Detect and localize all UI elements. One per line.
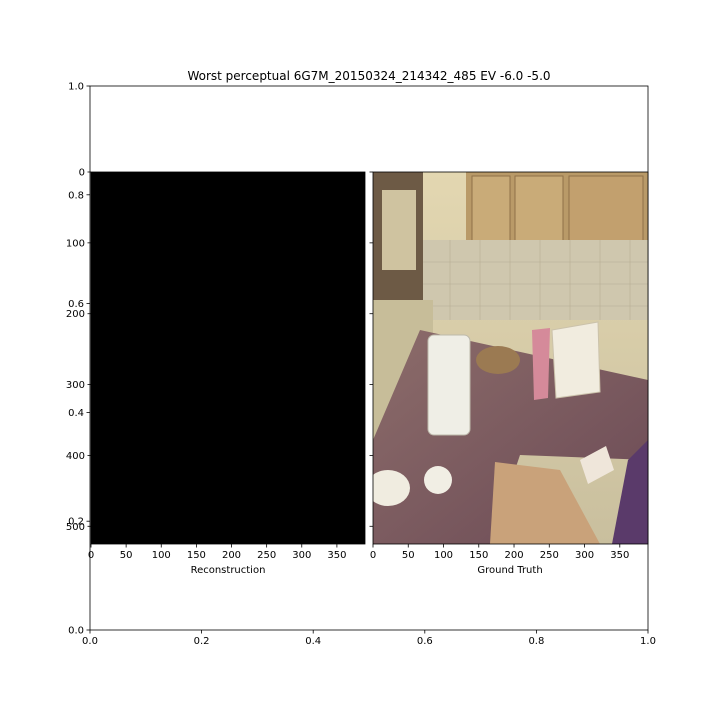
reconstruction-xtick-label: 150 (187, 550, 206, 561)
reconstruction-ytick-label: 200 (66, 309, 85, 320)
reconstruction-x-ticks: 0 50 100 150 200 250 300 350 (88, 544, 346, 561)
ground-truth-panel: 0 50 100 150 200 250 300 350 Ground Truth (369, 171, 649, 576)
reconstruction-xtick-label: 200 (222, 550, 241, 561)
reconstruction-xtick-label: 100 (152, 550, 171, 561)
ground-truth-xtick-label: 250 (540, 550, 559, 561)
ground-truth-xtick-label: 200 (504, 550, 523, 561)
reconstruction-xtick-label: 350 (327, 550, 346, 561)
ground-truth-xtick-label: 0 (370, 550, 376, 561)
reconstruction-ytick-label: 400 (66, 451, 85, 462)
outer-x-ticks: 0.0 0.2 0.4 0.6 0.8 1.0 (82, 630, 656, 647)
reconstruction-xtick-label: 250 (257, 550, 276, 561)
outer-ytick-label: 0.2 (68, 517, 84, 528)
ground-truth-xtick-label: 350 (610, 550, 629, 561)
ground-truth-x-ticks: 0 50 100 150 200 250 300 350 (370, 544, 629, 561)
outer-xtick-label: 0.8 (528, 636, 544, 647)
outer-ytick-label: 0.0 (68, 626, 84, 637)
reconstruction-ytick-label: 300 (66, 380, 85, 391)
reconstruction-xtick-label: 300 (292, 550, 311, 561)
ground-truth-axes-frame (372, 171, 649, 545)
reconstruction-xlabel: Reconstruction (191, 565, 266, 576)
ground-truth-xtick-label: 100 (434, 550, 453, 561)
outer-xtick-label: 0.2 (194, 636, 210, 647)
reconstruction-ytick-label: 500 (66, 522, 85, 533)
reconstruction-panel: 0 50 100 150 200 250 300 350 0 100 200 300 400 500 R… (66, 168, 366, 576)
reconstruction-y-ticks: 0 100 200 300 400 500 (66, 168, 91, 533)
ground-truth-image (373, 172, 648, 544)
ground-truth-xtick-label: 150 (469, 550, 488, 561)
reconstruction-xtick-label: 50 (120, 550, 133, 561)
figure-title: Worst perceptual 6G7M_20150324_214342_48… (187, 69, 550, 83)
ground-truth-xtick-label: 300 (575, 550, 594, 561)
ground-truth-y-ticks (369, 171, 373, 527)
outer-xtick-label: 0.6 (417, 636, 433, 647)
outer-xtick-label: 0.4 (305, 636, 321, 647)
ground-truth-xtick-label: 50 (402, 550, 415, 561)
reconstruction-ytick-label: 0 (79, 168, 85, 179)
outer-ytick-label: 0.8 (68, 190, 84, 201)
reconstruction-ytick-label: 100 (66, 238, 85, 249)
outer-ytick-label: 0.6 (68, 299, 84, 310)
outer-xtick-label: 0.0 (82, 636, 98, 647)
ground-truth-xlabel: Ground Truth (477, 565, 542, 576)
outer-ytick-label: 0.4 (68, 408, 84, 419)
reconstruction-xtick-label: 0 (88, 550, 94, 561)
reconstruction-axes-frame (90, 171, 366, 545)
outer-ytick-label: 1.0 (68, 82, 84, 93)
reconstruction-image (91, 172, 365, 544)
outer-xtick-label: 1.0 (640, 636, 656, 647)
outer-y-ticks: 0.0 0.2 0.4 0.6 0.8 1.0 (68, 82, 90, 637)
